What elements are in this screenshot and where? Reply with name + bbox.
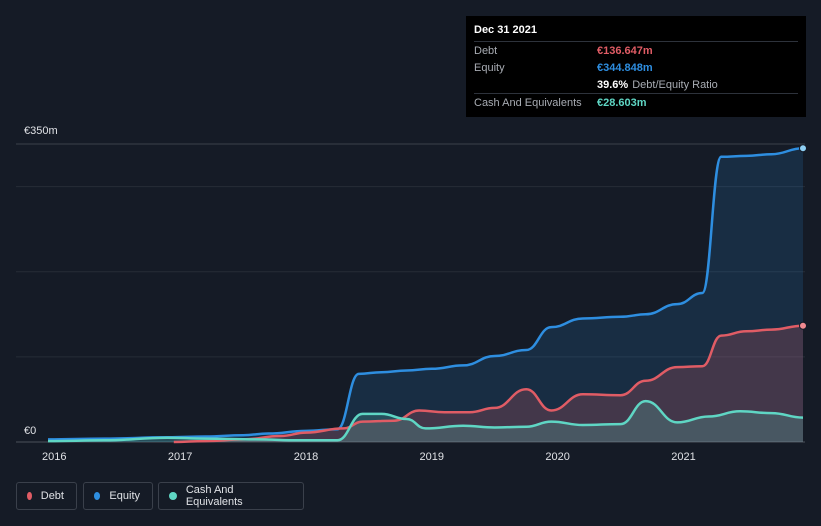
equity-end-marker [799, 144, 807, 153]
debt-area [173, 325, 804, 442]
gridlines [16, 143, 805, 443]
debt-line [173, 324, 804, 444]
tooltip-cash-value: €28.603m [597, 96, 647, 109]
y-axis-bottom-label: €0 [24, 425, 37, 437]
tooltip: Dec 31 2021 Debt €136.647m Equity €344.8… [466, 16, 806, 117]
legend-label: Cash And Equivalents [185, 484, 243, 508]
debt-end-marker [799, 321, 807, 330]
cash-and-equivalents-area [48, 401, 803, 442]
cash-and-equivalents-line [47, 399, 804, 443]
legend-debt[interactable]: Debt [16, 482, 77, 510]
tooltip-debt-value: €136.647m [597, 44, 653, 57]
legend-cash[interactable]: Cash And Equivalents [158, 482, 304, 510]
tooltip-label: Cash And Equivalents [474, 96, 582, 109]
tooltip-date: Dec 31 2021 [474, 24, 537, 36]
tooltip-row-debt: Debt €136.647m [474, 41, 798, 59]
tooltip-ratio-label: Debt/Equity Ratio [632, 78, 718, 91]
equity-area [48, 148, 803, 443]
x-tick-label: 2016 [42, 451, 67, 463]
x-tick-label: 2018 [293, 451, 319, 463]
x-tick-label: 2021 [671, 451, 696, 463]
series-lines [47, 147, 804, 444]
tooltip-row-equity: Equity €344.848m [474, 59, 798, 76]
legend-dot-debt [27, 492, 32, 500]
legend-dot-cash [169, 492, 177, 500]
legend-dot-equity [94, 492, 101, 500]
x-tick-label: 2020 [545, 451, 570, 463]
tooltip-row-ratio: 39.6% Debt/Equity Ratio [474, 76, 798, 93]
x-tick-label: 2017 [167, 451, 193, 463]
series-markers [799, 144, 807, 330]
tooltip-ratio-value: 39.6% [597, 78, 629, 91]
legend-label: Debt [40, 490, 64, 502]
x-tick-label: 2019 [419, 451, 445, 463]
tooltip-equity-value: €344.848m [597, 61, 653, 74]
legend-equity[interactable]: Equity [83, 482, 153, 510]
tooltip-label: Debt [474, 44, 498, 57]
tooltip-label: Equity [474, 61, 505, 74]
legend-label: Equity [109, 490, 140, 502]
y-axis-top-label: €350m [24, 125, 58, 137]
equity-line [47, 147, 804, 441]
series-areas [48, 148, 804, 443]
tooltip-row-cash: Cash And Equivalents €28.603m [474, 93, 798, 111]
